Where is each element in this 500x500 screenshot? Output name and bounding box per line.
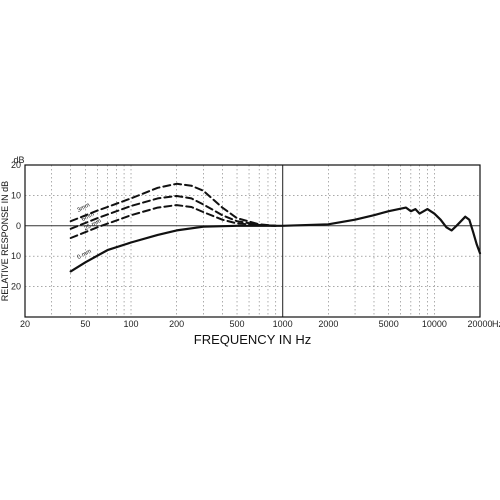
x-axis-title: FREQUENCY IN Hz xyxy=(194,332,312,347)
plot-frame xyxy=(24,164,481,318)
x-tick-labels: 20 50 100 200 500 1000 2000 5000 10000 20000 xyxy=(20,319,493,329)
y-tick-label: 10 xyxy=(11,251,21,261)
x-tick-label: 500 xyxy=(230,319,245,329)
y-tick-label: 20 xyxy=(11,160,21,170)
x-tick-label: 20000 xyxy=(467,319,492,329)
x-tick-label: 20 xyxy=(20,319,30,329)
series-line-6mm xyxy=(69,195,277,230)
y-tick-labels: 20 10 0 10 20 xyxy=(11,160,21,292)
y-axis-title: RELATIVE RESPONSE IN dB xyxy=(0,181,10,301)
series-line-3mm xyxy=(69,182,277,227)
y-tick-label: 20 xyxy=(11,282,21,292)
y-tick-label: 10 xyxy=(11,190,21,200)
minor-gridlines xyxy=(25,165,480,317)
x-tick-label: 1000 xyxy=(273,319,293,329)
x-tick-label: 200 xyxy=(169,319,184,329)
x-tick-label: 50 xyxy=(80,319,90,329)
curve-label: 6mm xyxy=(81,211,96,223)
y-tick-label: 0 xyxy=(16,221,21,231)
x-tick-label: 2000 xyxy=(318,319,338,329)
x-unit-label: Hz xyxy=(492,319,500,329)
series-line-0mm xyxy=(69,206,482,273)
y-unit-label: dB xyxy=(13,155,24,165)
x-tick-label: 100 xyxy=(123,319,138,329)
series-layer xyxy=(69,182,482,273)
series-line-25mm xyxy=(69,204,277,239)
x-tick-label: 10000 xyxy=(422,319,447,329)
x-tick-label: 5000 xyxy=(379,319,399,329)
curve-label: 3mm xyxy=(77,202,92,214)
